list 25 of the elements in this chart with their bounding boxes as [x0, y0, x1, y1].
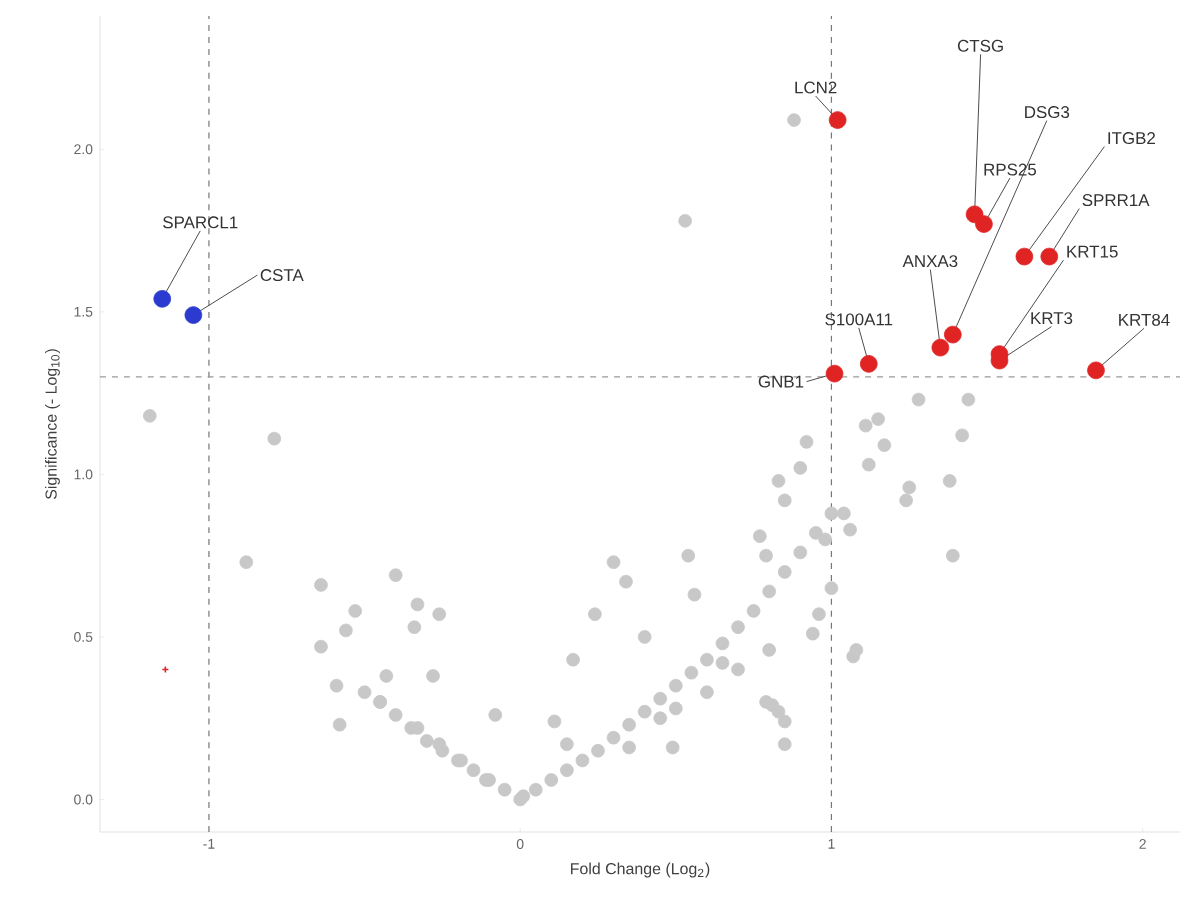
point [1087, 361, 1105, 380]
annotation: RPS25 [984, 163, 1037, 176]
point [184, 306, 203, 324]
point [931, 338, 950, 357]
point [1015, 247, 1034, 266]
annotation: SPARCL1 [163, 216, 238, 229]
annotation: KRT3 [1031, 312, 1073, 325]
annotation: SPRR1A [1082, 194, 1150, 207]
annotation: LCN2 [795, 81, 837, 94]
point [153, 290, 172, 308]
annotation: KRT84 [1119, 313, 1170, 326]
point [828, 111, 847, 129]
annotation: DSG3 [1025, 106, 1070, 119]
annotation: KRT15 [1067, 245, 1118, 258]
annotation: CSTA [260, 269, 304, 282]
annotation: CTSG [957, 39, 1003, 52]
point [1040, 247, 1059, 266]
annotation: S100A11 [825, 313, 893, 326]
point [975, 215, 993, 233]
point [944, 325, 962, 344]
point [825, 364, 844, 383]
annotation: GNB1 [758, 375, 804, 388]
annotation: ANXA3 [902, 255, 958, 268]
point [859, 355, 878, 373]
annotation: ITGB2 [1108, 132, 1155, 145]
